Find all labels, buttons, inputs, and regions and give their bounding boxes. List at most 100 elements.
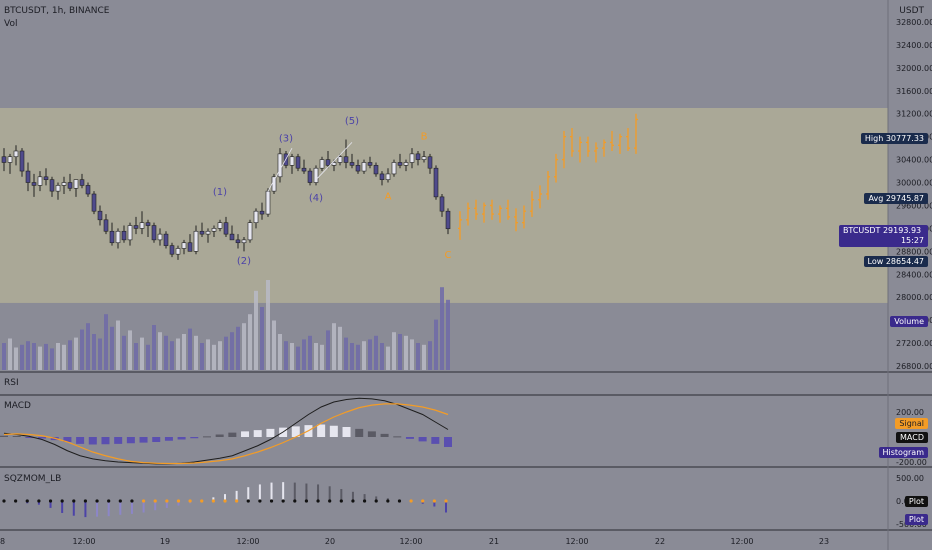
candle-body bbox=[361, 162, 367, 172]
candle-body bbox=[61, 182, 67, 186]
volume-bar bbox=[416, 343, 420, 370]
sqz-tick-label: 0.00 bbox=[896, 497, 914, 506]
sqz-dot bbox=[130, 499, 134, 503]
volume-bar bbox=[74, 337, 78, 370]
candle-body bbox=[445, 210, 451, 230]
macd-histogram-bar bbox=[355, 428, 364, 437]
volume-bar bbox=[392, 332, 396, 370]
sqzmom-pane-title[interactable]: SQZMOM_LB bbox=[4, 474, 62, 484]
macd-histogram-bar bbox=[380, 433, 389, 437]
sqz-dot bbox=[153, 499, 157, 503]
macd-histogram-bar bbox=[101, 437, 110, 445]
sqz-dot bbox=[95, 499, 99, 503]
macd-histogram-bar bbox=[317, 424, 326, 437]
volume-bar bbox=[284, 341, 288, 370]
volume-bar bbox=[206, 339, 210, 370]
volume-bar bbox=[338, 326, 342, 370]
price-tick-label: 30000.00 bbox=[896, 179, 932, 188]
candle-body bbox=[415, 153, 421, 160]
candle-body bbox=[373, 165, 379, 175]
candle-body bbox=[133, 225, 139, 229]
volume-bar bbox=[230, 332, 234, 370]
volume-bar bbox=[272, 320, 276, 370]
time-axis-label: 12:00 bbox=[72, 537, 95, 546]
candle-body bbox=[271, 176, 277, 192]
sqz-dot bbox=[118, 499, 122, 503]
low-tag-value: 28654.47 bbox=[885, 257, 924, 266]
macd-histogram-bar bbox=[431, 437, 440, 444]
plot-tag-2: Plot bbox=[904, 514, 928, 525]
price-tick-label: 30400.00 bbox=[896, 156, 932, 165]
symbol-title[interactable]: BTCUSDT, 1h, BINANCE bbox=[4, 6, 110, 16]
candle-body bbox=[289, 156, 295, 166]
time-axis-label: 12:00 bbox=[236, 537, 259, 546]
candle-body bbox=[349, 162, 355, 166]
volume-bar bbox=[326, 330, 330, 370]
sqz-dot bbox=[83, 499, 88, 503]
sqz-dot bbox=[409, 499, 413, 503]
candle-body bbox=[247, 222, 253, 241]
macd-histogram-bar bbox=[291, 426, 300, 437]
macd-histogram-bar bbox=[266, 428, 275, 437]
volume-bar bbox=[434, 319, 438, 370]
sqz-dot bbox=[374, 499, 378, 503]
volume-bar bbox=[212, 344, 216, 370]
candle-body bbox=[325, 159, 331, 166]
sqz-dot bbox=[421, 499, 425, 503]
volume-bar bbox=[170, 341, 174, 370]
macd-pane-title[interactable]: MACD bbox=[4, 401, 31, 411]
candle-body bbox=[163, 233, 169, 246]
volume-bar bbox=[8, 338, 12, 370]
volume-bar bbox=[44, 343, 48, 370]
volume-bar bbox=[62, 344, 66, 370]
macd-histogram-bar bbox=[342, 427, 351, 437]
sqz-dot bbox=[293, 499, 297, 503]
macd-histogram-bar bbox=[367, 431, 376, 437]
volume-bar bbox=[380, 343, 384, 370]
volume-bar bbox=[368, 339, 372, 370]
volume-bar bbox=[200, 343, 204, 370]
candle-body bbox=[55, 185, 61, 192]
low-tag: Low 28654.47 bbox=[863, 256, 928, 267]
candle-body bbox=[355, 165, 361, 172]
macd-histogram-bar bbox=[228, 432, 237, 437]
candle-body bbox=[187, 242, 193, 252]
price-tick-label: 28000.00 bbox=[896, 293, 932, 302]
sqz-tick-label: 500.00 bbox=[896, 474, 924, 483]
volume-bar bbox=[2, 343, 6, 370]
wave-label: (4) bbox=[309, 193, 323, 204]
macd-histogram-bar bbox=[12, 436, 21, 437]
candle-body bbox=[277, 153, 283, 178]
rsi-pane-title[interactable]: RSI bbox=[4, 378, 19, 388]
volume-bar bbox=[38, 346, 42, 370]
sqz-dot bbox=[188, 499, 192, 503]
volume-legend[interactable]: Vol bbox=[4, 19, 18, 29]
time-axis-label: 12:00 bbox=[399, 537, 422, 546]
macd-histogram-bar bbox=[63, 437, 72, 442]
volume-bar bbox=[308, 335, 312, 370]
volume-bar bbox=[134, 343, 138, 370]
time-axis-label: 21 bbox=[489, 537, 499, 546]
candle-body bbox=[319, 159, 325, 169]
volume-bar bbox=[362, 341, 366, 370]
signal-line bbox=[3, 403, 449, 465]
macd-histogram-bar bbox=[152, 437, 161, 442]
sqz-dot bbox=[25, 499, 29, 503]
candle-body bbox=[193, 230, 199, 252]
candle-body bbox=[199, 230, 205, 235]
volume-bar bbox=[278, 334, 282, 370]
volume-bar bbox=[182, 334, 186, 370]
sqz-dot bbox=[2, 499, 6, 503]
macd-histogram-bar bbox=[38, 437, 47, 439]
macd-histogram-bar bbox=[139, 437, 148, 443]
price-tick-label: 27200.00 bbox=[896, 339, 932, 348]
avg-tag: Avg 29745.87 bbox=[864, 193, 928, 204]
sqz-dot bbox=[235, 499, 239, 503]
volume-bar bbox=[236, 326, 240, 370]
candle-body bbox=[259, 210, 265, 215]
signal-tag: Signal bbox=[895, 418, 928, 429]
macd-histogram-bar bbox=[114, 437, 123, 444]
time-axis-label: 8 bbox=[0, 537, 5, 546]
wave-connector bbox=[315, 142, 353, 180]
